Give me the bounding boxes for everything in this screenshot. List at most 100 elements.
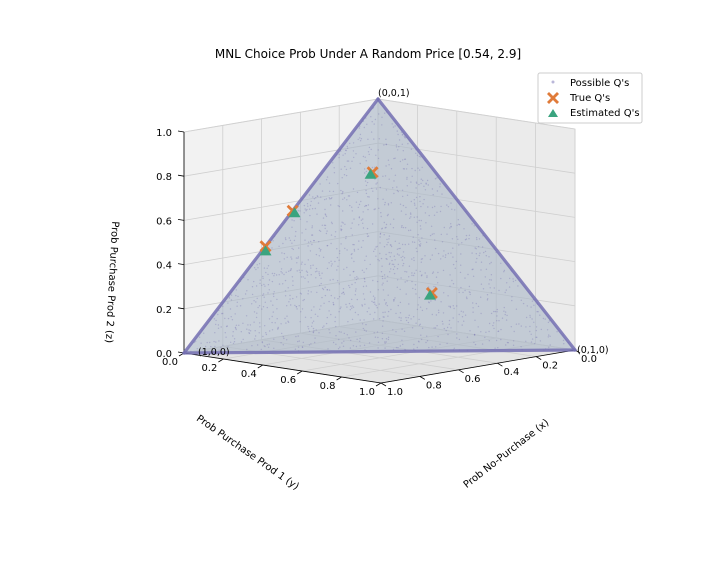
possible-q-point [249, 324, 252, 326]
possible-q-point [362, 227, 365, 229]
possible-q-point [314, 313, 317, 315]
possible-q-point [462, 291, 464, 294]
possible-q-point [294, 235, 297, 237]
possible-q-point [368, 153, 370, 156]
possible-q-point [417, 340, 420, 342]
possible-q-point [319, 284, 321, 287]
possible-q-point [464, 239, 467, 241]
legend-marker-estimated [548, 109, 558, 117]
possible-q-point [353, 270, 355, 273]
possible-q-point [334, 236, 336, 238]
possible-q-point [373, 301, 376, 303]
possible-q-point [367, 208, 369, 211]
possible-q-point [451, 238, 454, 240]
possible-q-point [228, 296, 231, 298]
possible-q-point [456, 236, 458, 238]
possible-q-point [338, 311, 340, 313]
possible-q-point [447, 206, 450, 208]
possible-q-point [419, 323, 421, 325]
possible-q-point [312, 327, 315, 330]
possible-q-point [237, 295, 239, 298]
possible-q-point [392, 268, 395, 271]
possible-q-point [307, 328, 310, 330]
possible-q-point [301, 346, 304, 348]
possible-q-point [366, 311, 368, 313]
possible-q-point [371, 187, 373, 189]
data-points [259, 166, 438, 300]
possible-q-point [352, 306, 355, 308]
possible-q-point [340, 229, 342, 232]
possible-q-point [280, 342, 282, 344]
possible-q-point [476, 238, 478, 241]
possible-q-point [342, 154, 344, 156]
possible-q-point [474, 334, 476, 336]
possible-q-point [297, 346, 300, 348]
possible-q-point [407, 321, 410, 324]
possible-q-point [381, 338, 384, 340]
possible-q-point [382, 316, 384, 318]
possible-q-point [425, 241, 428, 243]
possible-q-point [381, 265, 383, 267]
possible-q-point [416, 216, 418, 218]
possible-q-point [376, 331, 379, 333]
possible-q-point [383, 299, 386, 301]
possible-q-point [311, 322, 314, 324]
possible-q-point [402, 133, 404, 135]
possible-q-point [366, 227, 369, 230]
possible-q-point [456, 224, 458, 226]
possible-q-point [287, 321, 290, 323]
possible-q-point [393, 299, 395, 301]
possible-q-point [351, 305, 354, 307]
possible-q-point [305, 270, 308, 272]
possible-q-point [256, 344, 259, 346]
possible-q-point [230, 294, 233, 296]
possible-q-point [386, 304, 388, 307]
possible-q-point [500, 338, 502, 341]
possible-q-point [299, 292, 302, 294]
possible-q-point [314, 207, 316, 210]
possible-q-point [369, 313, 371, 315]
possible-q-point [419, 240, 421, 243]
possible-q-point [295, 257, 298, 259]
possible-q-point [365, 323, 367, 326]
possible-q-point [340, 168, 342, 170]
possible-q-point [354, 294, 356, 296]
possible-q-point [317, 202, 320, 204]
possible-q-point [304, 263, 306, 266]
possible-q-point [450, 225, 452, 228]
possible-q-point [383, 274, 386, 276]
possible-q-point [350, 305, 352, 308]
possible-q-point [411, 274, 413, 277]
possible-q-point [284, 317, 286, 320]
possible-q-point [239, 305, 242, 307]
possible-q-point [337, 182, 339, 185]
possible-q-point [355, 153, 357, 155]
possible-q-point [314, 341, 316, 344]
possible-q-point [324, 198, 326, 201]
possible-q-point [377, 149, 379, 151]
possible-q-point [332, 278, 334, 281]
possible-q-point [390, 202, 392, 204]
possible-q-point [279, 261, 281, 263]
possible-q-point [434, 299, 436, 301]
possible-q-point [355, 345, 358, 348]
possible-q-point [268, 279, 271, 281]
possible-q-point [283, 258, 285, 260]
possible-q-point [320, 248, 322, 251]
possible-q-point [350, 227, 352, 229]
possible-q-point [493, 310, 495, 313]
possible-q-point [382, 289, 385, 291]
possible-q-point [424, 212, 427, 214]
possible-q-point [383, 246, 386, 248]
y-tick-label: 0.0 [162, 357, 178, 368]
possible-q-point [411, 327, 414, 329]
possible-q-point [259, 322, 261, 324]
possible-q-point [341, 221, 343, 223]
possible-q-point [529, 314, 531, 317]
grid-line [183, 98, 379, 133]
possible-q-point [526, 305, 528, 307]
possible-q-point [397, 304, 399, 307]
possible-q-point [401, 225, 403, 227]
possible-q-point [359, 345, 361, 347]
possible-q-point [460, 264, 462, 266]
